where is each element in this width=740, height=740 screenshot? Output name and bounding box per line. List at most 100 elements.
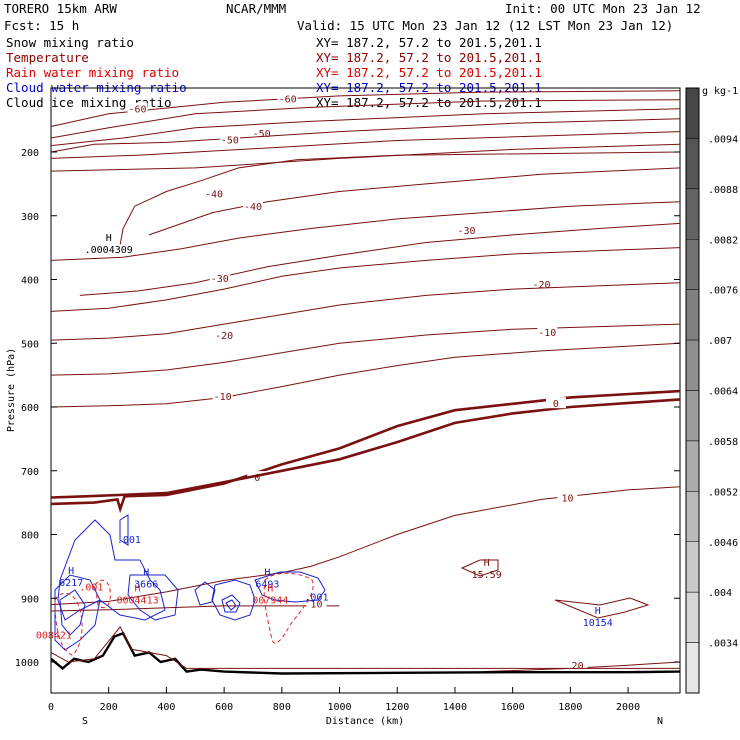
colorbar-swatch-2 [685,188,700,240]
hydrometeor-contour-7 [221,594,241,613]
temperature-contour-14 [50,389,681,514]
temperature-label-bg-9 [209,272,230,284]
hydrometeor-contour-1 [119,514,129,546]
temperature-label-bg-8 [456,223,477,235]
surface-temperature-contour [50,625,680,669]
maximum-marker-5: H [135,583,141,594]
hydrometeor-contours [54,514,650,656]
temperature-label-bg-1 [127,102,148,114]
colorbar-swatch-8 [685,491,700,543]
y-tick-label-2: 400 [21,276,39,287]
temperature-label-0: -60 [279,94,297,105]
temperature-contour-12 [50,323,681,376]
legend-rain-xy: XY= 187.2, 57.2 to 201.5,201.1 [316,65,542,80]
colorbar-label-6: .0058 [708,437,738,448]
header: TORERO 15km ARW NCAR/MMM Init: 00 UTC Mo… [4,1,701,33]
maximum-value-5: 0004413 [116,595,158,606]
hydrometeor-contour-5 [194,581,216,606]
maximum-value-6: 6493 [255,580,279,591]
colorbar-label-3: .0076 [708,286,738,297]
warm-core-contour [460,559,499,577]
temperature-contour-1 [50,99,681,139]
x-tick-label-3: 600 [215,702,233,713]
y-tick-label-6: 800 [21,531,39,542]
colorbar-swatch-3 [685,239,700,290]
x-tick-label-10: 2000 [616,702,640,713]
temperature-label-bg-18 [567,659,588,671]
temperature-label-3: -50 [221,135,239,146]
legend-snow-xy: XY= 187.2, 57.2 to 201.5,201.1 [316,35,542,50]
maxima-labels: H.0004309H15.59H10154H6217H3666H0004413H… [36,233,613,642]
hydrometeor-contour-6 [211,579,256,621]
colorbar-swatch-1 [685,138,700,190]
temperature-contour-8 [50,201,681,261]
temperature-label-bg-2 [251,126,272,138]
y-tick-label-3: 500 [21,339,39,350]
colorbar-label-2: .0082 [708,235,738,246]
temperature-contour-18 [483,661,681,673]
temperature-contour-13 [50,342,681,408]
colorbar-label-5: .0064 [708,387,738,398]
hydrometeor-contour-4 [127,574,179,621]
maximum-value-7: 007944 [252,595,288,606]
legend: Snow mixing ratio XY= 187.2, 57.2 to 201… [6,35,542,110]
temperature-contour-2 [50,108,681,147]
terrain-line [50,631,681,675]
temperature-label-bg-11 [214,328,235,340]
temperature-label-11: -20 [215,331,233,342]
maximum-marker-4: H [143,568,149,579]
init-time: Init: 00 UTC Mon 23 Jan 12 [505,1,701,16]
colorbar-swatch-9 [685,541,700,593]
temperature-label-14: 0 [254,473,260,484]
temperature-label-13: -10 [214,392,232,403]
hydrometeor-contour-8 [225,599,237,611]
x-tick-label-8: 1600 [501,702,525,713]
temperature-label-bg-17 [306,597,327,609]
x-tick-label-7: 1400 [443,702,467,713]
temperature-label-9: -30 [211,274,229,285]
temperature-label-bg-0 [277,92,298,104]
y-tick-label-5: 700 [21,467,39,478]
legend-temperature-xy: XY= 187.2, 57.2 to 201.5,201.1 [316,50,542,65]
maximum-value-3: 6217 [59,578,83,589]
x-tick-label-5: 1000 [327,702,351,713]
maximum-value-8: .001 [304,592,328,603]
x-tick-label-1: 200 [100,702,118,713]
maximum-value-10: .001 [79,583,103,594]
axes: 0 200 400 600 800 1000 1200 1400 1600 1800 2000200… [15,148,680,713]
forecast-hour: Fcst: 15 h [4,18,79,33]
temperature-label-bg-6 [204,187,225,199]
colorbar-swatch-0 [685,87,700,139]
temperature-contour-6 [119,151,681,245]
legend-temperature: Temperature [6,50,89,65]
temperature-label-7: -40 [244,202,262,213]
colorbar-swatch-11 [685,642,700,694]
hydrometeor-contour-3 [59,589,86,636]
temperature-contour-4 [50,131,681,159]
y-tick-label-8: 1000 [15,658,39,669]
maximum-marker-7: H [267,583,273,594]
colorbar-frame [685,87,700,694]
terrain-profile [50,625,681,675]
colorbar-swatch-4 [685,289,700,341]
maximum-marker-0: H [106,233,112,244]
temperature-contour-7 [148,167,681,236]
colorbar-label-10: .0034 [708,639,738,650]
hydrometeor-contour-9 [254,571,326,603]
temperature-label-bg-3 [219,133,240,145]
y-tick-label-1: 300 [21,212,39,223]
hydrometeor-contour-2 [54,574,101,651]
legend-snow: Snow mixing ratio [6,35,134,50]
maximum-value-2: 10154 [583,618,613,629]
colorbar-units: g kg-1 [702,86,738,97]
maximum-marker-3: H [68,566,74,577]
temperature-label-17: 10 [310,599,322,610]
hydrometeor-contour-11 [94,579,111,609]
colorbar-label-8: .0046 [708,538,738,549]
maximum-marker-6: H [264,568,270,579]
temperature-contour-9 [79,222,681,296]
colorbar-label-9: .004 [708,588,732,599]
temperature-label-6: -40 [205,189,223,200]
plot-frame [50,87,681,694]
